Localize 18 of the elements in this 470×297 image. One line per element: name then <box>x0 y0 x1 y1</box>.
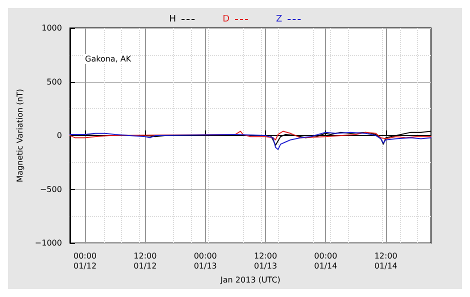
y-tick-label: 1000 <box>42 24 62 32</box>
x-axis-title: Jan 2013 (UTC) <box>220 276 280 284</box>
legend-label: H <box>169 14 176 24</box>
y-tick-label: 0 <box>56 131 62 140</box>
legend-label: D <box>222 14 230 24</box>
y-tick-label: 500 <box>46 77 62 86</box>
legend-label: Z <box>276 14 282 24</box>
x-tick-label: 00:00 01/12 <box>73 252 97 271</box>
y-tick-label: −1000 <box>34 238 62 248</box>
line-series <box>69 132 432 150</box>
annotation: Gakona, AK <box>85 54 132 64</box>
x-tick-label: 00:00 01/13 <box>194 252 217 271</box>
x-tick-label: 12:00 01/14 <box>374 252 398 271</box>
y-axis-title: Magnetic Variation (nT) <box>16 88 24 182</box>
y-tick-label: −500 <box>40 184 62 194</box>
x-tick-label: 12:00 01/13 <box>254 252 278 271</box>
x-tick-label: 00:00 01/14 <box>314 252 338 271</box>
x-tick-label: 12:00 01/12 <box>134 252 157 271</box>
